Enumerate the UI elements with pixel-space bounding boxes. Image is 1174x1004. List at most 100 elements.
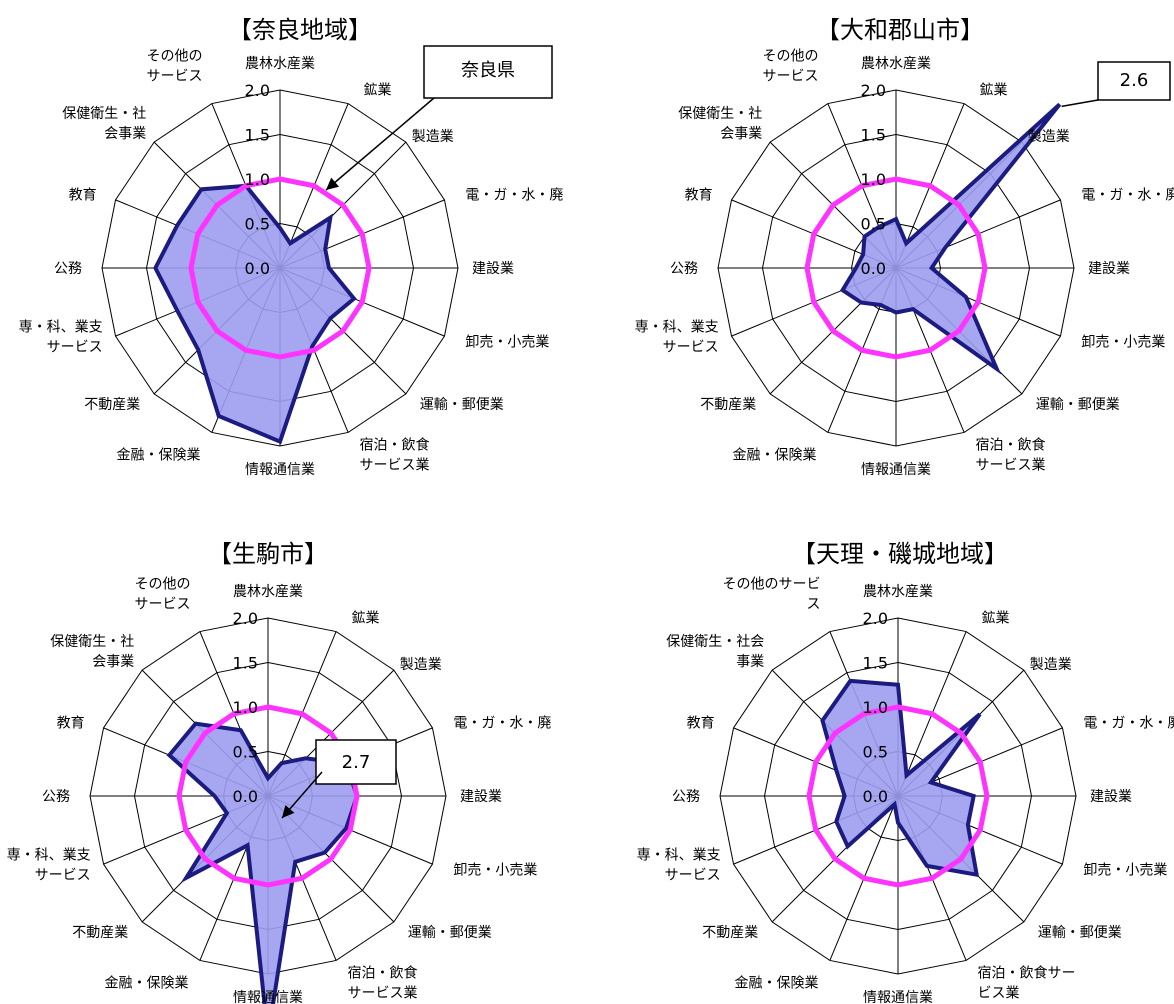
tick-label: 0.5	[245, 215, 270, 234]
category-label: 運輸・郵便業	[420, 397, 504, 413]
reference-series-line	[804, 176, 988, 360]
category-label: 建設業	[1088, 261, 1130, 277]
annotation-leader	[325, 97, 435, 191]
tick-label: 2.0	[233, 609, 258, 628]
category-label: 教育	[69, 188, 97, 204]
category-label: 鉱業	[981, 610, 1009, 627]
series-area	[839, 102, 1062, 375]
category-label: 農林水産業	[861, 56, 931, 72]
annotation-arrowhead	[282, 805, 295, 818]
category-label: 建設業	[1090, 789, 1132, 805]
annotation-box	[423, 45, 553, 99]
category-label: 情報通信業	[233, 990, 303, 1004]
category-label: 専・科、業支サービス	[635, 319, 719, 355]
category-label: 保健衛生・社会事業	[62, 106, 146, 142]
tick-label: 1.0	[233, 698, 258, 717]
annotation-leader	[1061, 99, 1099, 108]
category-label: 農林水産業	[863, 584, 933, 600]
category-label: 製造業	[400, 657, 442, 673]
category-label: 保健衛生・社会事業	[666, 634, 764, 670]
category-label: その他のサービス	[135, 577, 191, 613]
category-label: 公務	[42, 789, 70, 805]
tick-label: 1.0	[861, 170, 886, 189]
category-label: 農林水産業	[233, 584, 303, 600]
annotation-box	[315, 739, 397, 785]
category-label: 農林水産業	[245, 56, 315, 72]
chart-title: 【生駒市】	[208, 540, 328, 568]
tick-label: 1.5	[863, 654, 888, 673]
category-label: 運輸・郵便業	[408, 925, 492, 941]
category-label: 鉱業	[363, 82, 391, 99]
tick-label: 1.0	[245, 170, 270, 189]
category-label: その他のサービス	[723, 577, 821, 613]
category-label: 運輸・郵便業	[1036, 397, 1120, 413]
tick-label: 2.0	[861, 81, 886, 100]
category-label: 情報通信業	[863, 990, 933, 1004]
category-label: 鉱業	[351, 610, 379, 627]
category-label: 専・科、業支サービス	[7, 847, 91, 883]
radar-chart-2: 【大和郡山市】 0.0 0.5 1.0 1.5 2.0 農林水産業鉱業製造業電・ガ・水・廃建…	[635, 16, 1174, 478]
chart-title: 【天理・磯城地域】	[792, 540, 1008, 568]
category-label: 製造業	[412, 129, 454, 145]
category-label: 電・ガ・水・廃	[1081, 187, 1174, 204]
category-label: 教育	[685, 188, 713, 204]
category-label: 電・ガ・水・廃	[453, 715, 551, 732]
category-label: 電・ガ・水・廃	[1083, 715, 1174, 732]
category-label: 不動産業	[700, 397, 756, 413]
annotation-text: 奈良県	[461, 60, 515, 81]
category-label: 宿泊・飲食サービス業	[977, 964, 1075, 1001]
tick-label: 1.0	[863, 698, 888, 717]
series-area	[820, 678, 982, 878]
category-label: 専・科、業支サービス	[637, 847, 721, 883]
reference-series-line	[188, 176, 372, 360]
chart-title: 【大和郡山市】	[816, 16, 984, 44]
radar-chart-3: 【生駒市】 0.0 0.5 1.0 1.5 2.0 農林水産業鉱業製造業電・ガ・水・廃建設業…	[7, 540, 551, 1004]
category-label: 保健衛生・社会事業	[50, 634, 134, 670]
category-label: 情報通信業	[861, 462, 931, 478]
category-label: 製造業	[1030, 657, 1072, 673]
category-label: 宿泊・飲食サービス業	[347, 964, 417, 1001]
tick-label: 0.0	[233, 787, 258, 806]
category-label: 金融・保険業	[733, 447, 817, 463]
annotation-arrowhead	[326, 177, 340, 190]
category-label: 不動産業	[702, 925, 758, 941]
category-label: 宿泊・飲食サービス業	[975, 436, 1045, 473]
category-label: 卸売・小売業	[1083, 862, 1167, 878]
tick-label: 0.5	[861, 215, 886, 234]
category-label: 卸売・小売業	[453, 862, 537, 878]
category-label: 公務	[670, 261, 698, 277]
category-label: 建設業	[460, 789, 502, 805]
category-label: 情報通信業	[245, 462, 315, 478]
category-label: 金融・保険業	[105, 975, 189, 991]
tick-label: 2.0	[863, 609, 888, 628]
category-label: 不動産業	[84, 397, 140, 413]
annotation-text: 2.7	[342, 752, 371, 773]
radar-chart-1: 【奈良地域】 0.0 0.5 1.0 1.5 2.0 農林水産業鉱業製造業電・ガ・水・廃建設…	[19, 16, 564, 478]
tick-label: 0.5	[863, 743, 888, 762]
tick-label: 1.5	[245, 126, 270, 145]
category-label: 教育	[687, 716, 715, 732]
category-label: 不動産業	[72, 925, 128, 941]
tick-label: 0.5	[233, 743, 258, 762]
category-label: 運輸・郵便業	[1038, 925, 1122, 941]
category-label: その他のサービス	[763, 49, 819, 85]
category-label: 金融・保険業	[735, 975, 819, 991]
category-label: 宿泊・飲食サービス業	[359, 436, 429, 473]
category-label: 公務	[672, 789, 700, 805]
annotation-box	[1097, 61, 1171, 101]
category-label: 電・ガ・水・廃	[465, 187, 563, 204]
category-label: 製造業	[1028, 129, 1070, 145]
category-label: 専・科、業支サービス	[19, 319, 103, 355]
tick-label: 0.0	[245, 259, 270, 278]
tick-label: 0.0	[863, 787, 888, 806]
series-area	[153, 183, 357, 445]
category-label: 建設業	[472, 261, 514, 277]
category-label: 教育	[57, 716, 85, 732]
category-label: 卸売・小売業	[465, 334, 549, 350]
category-label: その他のサービス	[147, 49, 203, 85]
category-label: 保健衛生・社会事業	[678, 106, 762, 142]
tick-label: 0.0	[861, 259, 886, 278]
tick-label: 2.0	[245, 81, 270, 100]
chart-title: 【奈良地域】	[228, 16, 372, 44]
